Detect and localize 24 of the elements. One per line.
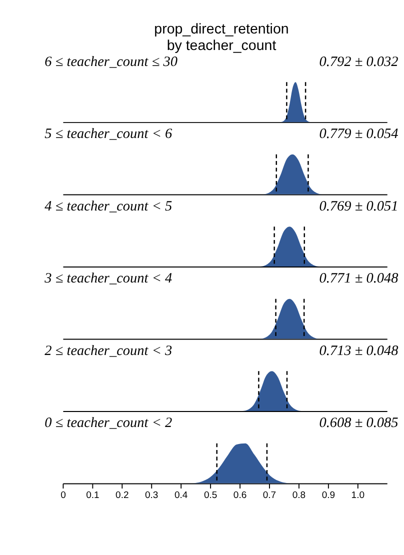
text: 0.771 ± 0.048 [319,270,398,287]
text: 0.769 ± 0.051 [319,198,398,214]
text: 4 ≤ teacher_count < 5 [44,198,172,214]
x-tick-label: 0.1 [86,490,100,502]
text: 3 ≤ teacher_count < 4 [44,270,172,287]
text: 2 ≤ teacher_count < 3 [44,342,172,359]
text: 0.792 ± 0.032 [319,54,398,70]
text: 5 ≤ teacher_count < 6 [44,126,173,142]
text: 0.713 ± 0.048 [319,342,398,359]
x-tick-label: 0.6 [233,490,247,502]
text: 0.779 ± 0.054 [319,126,398,142]
x-tick-label: 0.8 [292,490,306,502]
x-tick-label: 0.5 [204,490,218,502]
x-tick-label: 1.0 [351,490,365,502]
x-tick-label: 0.4 [174,490,188,502]
text: 6 ≤ teacher_count ≤ 30 [44,54,178,70]
x-tick-label: 0.2 [116,490,129,502]
x-tick-label: 0 [60,490,66,502]
chart-title: prop_direct_retention by teacher_count [154,22,289,54]
text: 0.608 ± 0.085 [319,415,398,432]
text: 0 ≤ teacher_count < 2 [44,415,172,432]
x-tick-label: 0.9 [322,490,336,502]
x-tick-label: 0.3 [145,490,158,502]
x-tick-label: 0.7 [262,490,276,502]
